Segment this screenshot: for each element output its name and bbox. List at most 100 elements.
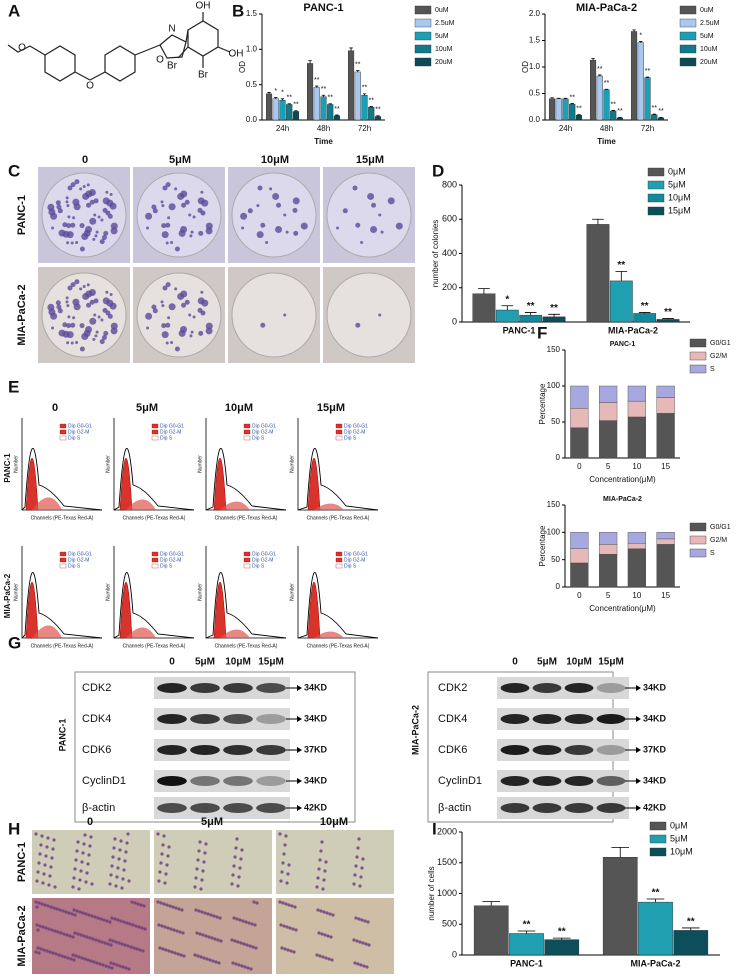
cell bbox=[72, 908, 76, 912]
colony bbox=[51, 226, 55, 230]
legend-swatch bbox=[243, 423, 251, 429]
cell bbox=[111, 939, 115, 943]
bar bbox=[616, 117, 624, 121]
error-bar bbox=[611, 846, 630, 858]
legend-label: Dip G0-G1 bbox=[68, 551, 92, 557]
arrow-head bbox=[636, 778, 641, 784]
colony bbox=[72, 198, 80, 206]
colony bbox=[170, 240, 174, 244]
cell bbox=[157, 879, 161, 883]
band bbox=[190, 745, 220, 755]
arrow-head bbox=[636, 805, 641, 811]
colony bbox=[109, 202, 117, 210]
cell bbox=[294, 928, 298, 932]
colony bbox=[146, 326, 150, 330]
cell bbox=[322, 910, 326, 914]
cell bbox=[325, 911, 329, 915]
cell bbox=[130, 900, 134, 904]
x-tick-label: 0 bbox=[577, 462, 582, 471]
bar bbox=[368, 107, 375, 121]
legend-swatch bbox=[689, 548, 707, 558]
colony bbox=[67, 285, 73, 291]
cell bbox=[315, 953, 319, 957]
colony bbox=[103, 330, 109, 336]
colony bbox=[168, 203, 176, 211]
x-tick-label: PANC-1 bbox=[510, 958, 543, 968]
cell bbox=[87, 913, 91, 917]
colony bbox=[180, 290, 188, 298]
cell bbox=[138, 948, 142, 952]
legend-swatch bbox=[335, 563, 343, 569]
bar bbox=[644, 77, 651, 121]
column-label: 10μM bbox=[225, 402, 253, 414]
y-tick-label: 600 bbox=[442, 214, 457, 224]
row-label: MIA-PaCa-2 bbox=[16, 905, 28, 966]
dish bbox=[136, 172, 222, 258]
cell bbox=[80, 956, 84, 960]
cell bbox=[118, 964, 122, 968]
colony bbox=[189, 334, 193, 338]
y-tick-label: 800 bbox=[442, 179, 457, 189]
band bbox=[223, 776, 253, 786]
legend-swatch bbox=[59, 557, 67, 563]
cell bbox=[172, 928, 176, 932]
dish bbox=[136, 272, 222, 358]
band bbox=[223, 745, 253, 755]
colony bbox=[151, 304, 157, 310]
cell bbox=[178, 930, 182, 934]
cell bbox=[123, 859, 127, 863]
cell bbox=[35, 905, 39, 909]
cell bbox=[137, 925, 141, 929]
cell bbox=[70, 912, 74, 916]
significance: ** bbox=[641, 301, 649, 312]
cell bbox=[53, 929, 57, 933]
colony bbox=[86, 202, 92, 208]
band bbox=[596, 776, 626, 786]
bar bbox=[609, 280, 633, 323]
bar bbox=[509, 933, 544, 956]
cell bbox=[353, 873, 357, 877]
colony bbox=[272, 192, 280, 200]
axis-label: Number bbox=[13, 583, 19, 601]
bar-segment bbox=[570, 562, 589, 588]
cell bbox=[200, 878, 204, 882]
cell bbox=[329, 935, 333, 939]
x-tick-label: 48h bbox=[317, 124, 330, 133]
cell bbox=[74, 954, 78, 958]
axis-label: Number bbox=[289, 455, 295, 473]
x-tick-label: 0 bbox=[577, 591, 582, 600]
colony bbox=[70, 222, 76, 228]
colony bbox=[67, 185, 73, 191]
cell bbox=[37, 951, 41, 955]
cell bbox=[127, 879, 131, 883]
colony bbox=[161, 304, 165, 308]
legend-label: Dip G2-M bbox=[252, 429, 273, 435]
cell bbox=[44, 926, 48, 930]
atom-label: O bbox=[86, 81, 94, 92]
blot-strip bbox=[497, 770, 629, 792]
colony bbox=[189, 234, 193, 238]
bar bbox=[630, 31, 638, 121]
legend-swatch bbox=[414, 57, 432, 67]
colony bbox=[79, 187, 83, 191]
cell bbox=[236, 884, 240, 888]
cell bbox=[139, 903, 143, 907]
error-bar bbox=[524, 312, 537, 316]
colony bbox=[109, 292, 113, 296]
cell bbox=[76, 932, 80, 936]
band bbox=[596, 714, 626, 724]
colony bbox=[180, 190, 188, 198]
y-tick-label: 0.5 bbox=[529, 89, 541, 98]
x-tick-label: 24h bbox=[276, 124, 289, 133]
cell bbox=[170, 950, 174, 954]
cell bbox=[215, 915, 219, 919]
cell bbox=[286, 948, 290, 952]
size-label: 37KD bbox=[304, 744, 328, 754]
lane-label: 15μM bbox=[598, 657, 624, 668]
legend-label: 10μM bbox=[668, 192, 691, 202]
legend-swatch bbox=[243, 557, 251, 563]
colony bbox=[247, 208, 253, 214]
colony bbox=[110, 327, 118, 335]
cell bbox=[323, 933, 327, 937]
cell bbox=[160, 924, 164, 928]
